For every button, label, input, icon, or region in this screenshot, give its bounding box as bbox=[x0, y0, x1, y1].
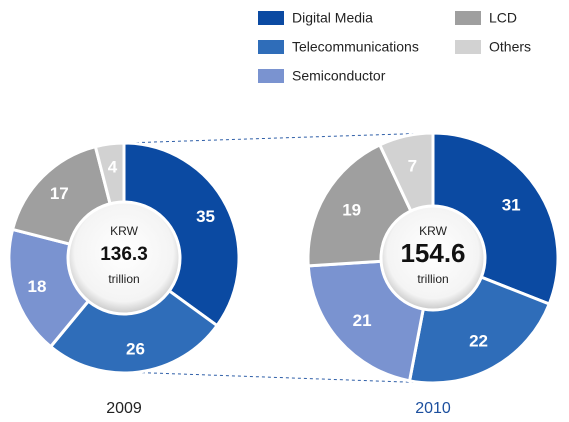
slice bbox=[48, 255, 220, 375]
legend-label: Digital Media bbox=[292, 10, 373, 26]
center-total: 136.3 bbox=[100, 244, 148, 265]
slice-label: 21 bbox=[353, 311, 372, 330]
slice-label: 17 bbox=[50, 184, 69, 203]
chart-title: 2010 bbox=[415, 400, 451, 417]
legend-swatch bbox=[455, 40, 481, 54]
legend-swatch bbox=[258, 40, 284, 54]
legend-label: Telecommunications bbox=[292, 39, 419, 55]
slice-label: 22 bbox=[469, 331, 488, 350]
legend-label: Others bbox=[489, 39, 531, 55]
chart-title: 2009 bbox=[106, 400, 142, 417]
center-total: 154.6 bbox=[400, 238, 465, 268]
legend-swatch bbox=[258, 69, 284, 83]
center-hole bbox=[66, 200, 182, 316]
legend-swatch bbox=[258, 11, 284, 25]
legend-label: LCD bbox=[489, 10, 517, 26]
center-hole bbox=[379, 204, 487, 312]
legend-label: Semiconductor bbox=[292, 68, 386, 84]
slice-label: 19 bbox=[342, 200, 361, 219]
slice-label: 18 bbox=[28, 277, 47, 296]
center-unit: KRW bbox=[419, 224, 447, 238]
slice-label: 31 bbox=[502, 195, 521, 214]
slice-label: 26 bbox=[126, 339, 145, 358]
center-unit: trillion bbox=[417, 272, 448, 286]
slice-label: 4 bbox=[108, 158, 118, 177]
center-unit: trillion bbox=[108, 272, 139, 286]
legend-swatch bbox=[455, 11, 481, 25]
center-unit: KRW bbox=[110, 224, 138, 238]
slice-label: 35 bbox=[196, 207, 215, 226]
slice bbox=[122, 141, 241, 328]
slice-label: 7 bbox=[408, 156, 417, 175]
